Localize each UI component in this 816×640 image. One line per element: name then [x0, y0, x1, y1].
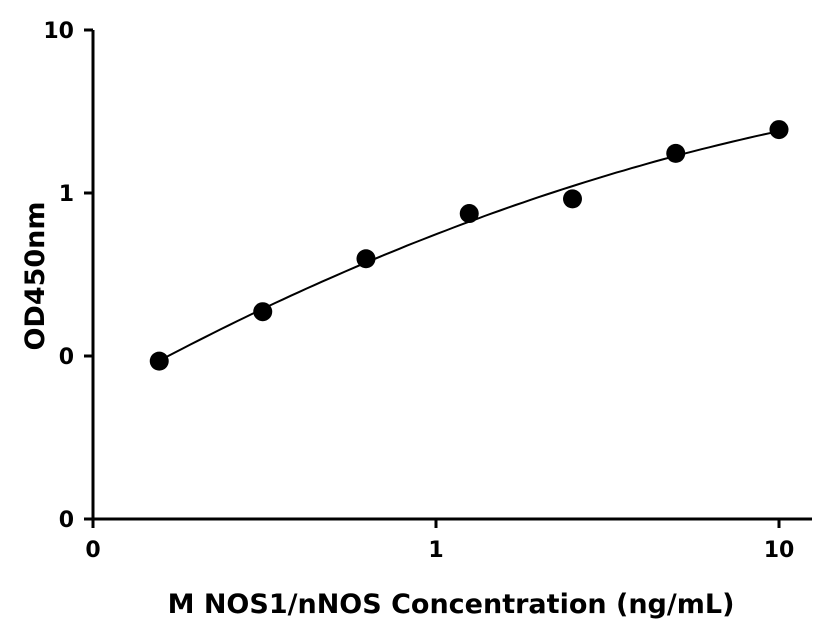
y-tick-label: 0 — [59, 345, 74, 370]
data-point — [356, 249, 376, 269]
data-points — [149, 120, 789, 371]
x-tick-label: 0 — [85, 538, 100, 563]
data-point — [769, 120, 789, 140]
data-point — [253, 302, 273, 322]
fit-curve — [158, 130, 780, 362]
y-tick-label: 1 — [59, 182, 74, 207]
data-point — [666, 143, 686, 163]
data-point — [149, 351, 169, 371]
x-axis-title: M NOS1/nNOS Concentration (ng/mL) — [168, 589, 735, 620]
x-tick-label: 1 — [428, 538, 443, 563]
y-axis-title: OD450nm — [20, 201, 51, 350]
data-point — [562, 189, 582, 209]
y-tick-label: 0 — [59, 508, 74, 533]
x-tick-label: 10 — [764, 538, 795, 563]
data-point — [459, 204, 479, 224]
axes — [84, 28, 812, 528]
y-tick-label: 10 — [43, 19, 74, 44]
